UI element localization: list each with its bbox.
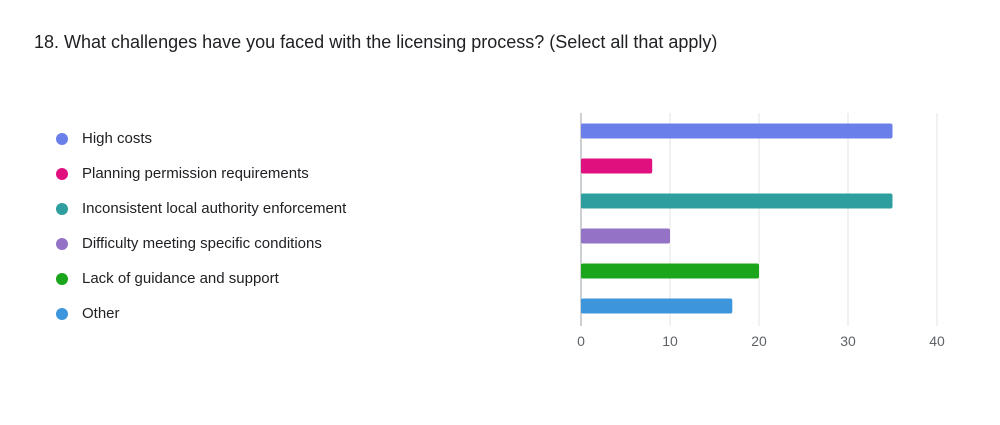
chart-legend: High costs Planning permission requiremen… (56, 121, 346, 331)
legend-label: Other (82, 305, 120, 322)
legend-item: Difficulty meeting specific conditions (56, 226, 346, 261)
x-tick-label: 20 (751, 333, 767, 349)
legend-item: Planning permission requirements (56, 156, 346, 191)
x-tick-label: 10 (662, 333, 678, 349)
legend-dot-icon (56, 272, 68, 285)
x-tick-label: 30 (840, 333, 856, 349)
x-tick-label: 40 (929, 333, 945, 349)
bar-2[interactable] (581, 158, 653, 174)
legend-dot-icon (56, 237, 68, 250)
legend-item: Lack of guidance and support (56, 261, 346, 296)
legend-dot-icon (56, 307, 68, 320)
x-tick-label: 0 (577, 333, 585, 349)
bar-5[interactable] (581, 263, 759, 279)
bar-4[interactable] (581, 228, 670, 244)
legend-label: Lack of guidance and support (82, 270, 279, 287)
legend-item: High costs (56, 121, 346, 156)
legend-dot-icon (56, 202, 68, 215)
legend-dot-icon (56, 167, 68, 180)
bar-3[interactable] (581, 193, 893, 209)
bar-6[interactable] (581, 298, 733, 314)
legend-label: Inconsistent local authority enforcement (82, 200, 347, 217)
legend-item: Inconsistent local authority enforcement (56, 191, 346, 226)
legend-item: Other (56, 296, 346, 331)
bar-1[interactable] (581, 123, 893, 139)
legend-label: Difficulty meeting specific conditions (82, 235, 322, 252)
legend-label: High costs (82, 130, 153, 147)
question-title: 18. What challenges have you faced with … (34, 32, 718, 52)
legend-label: Planning permission requirements (82, 165, 309, 182)
legend-dot-icon (56, 132, 68, 145)
